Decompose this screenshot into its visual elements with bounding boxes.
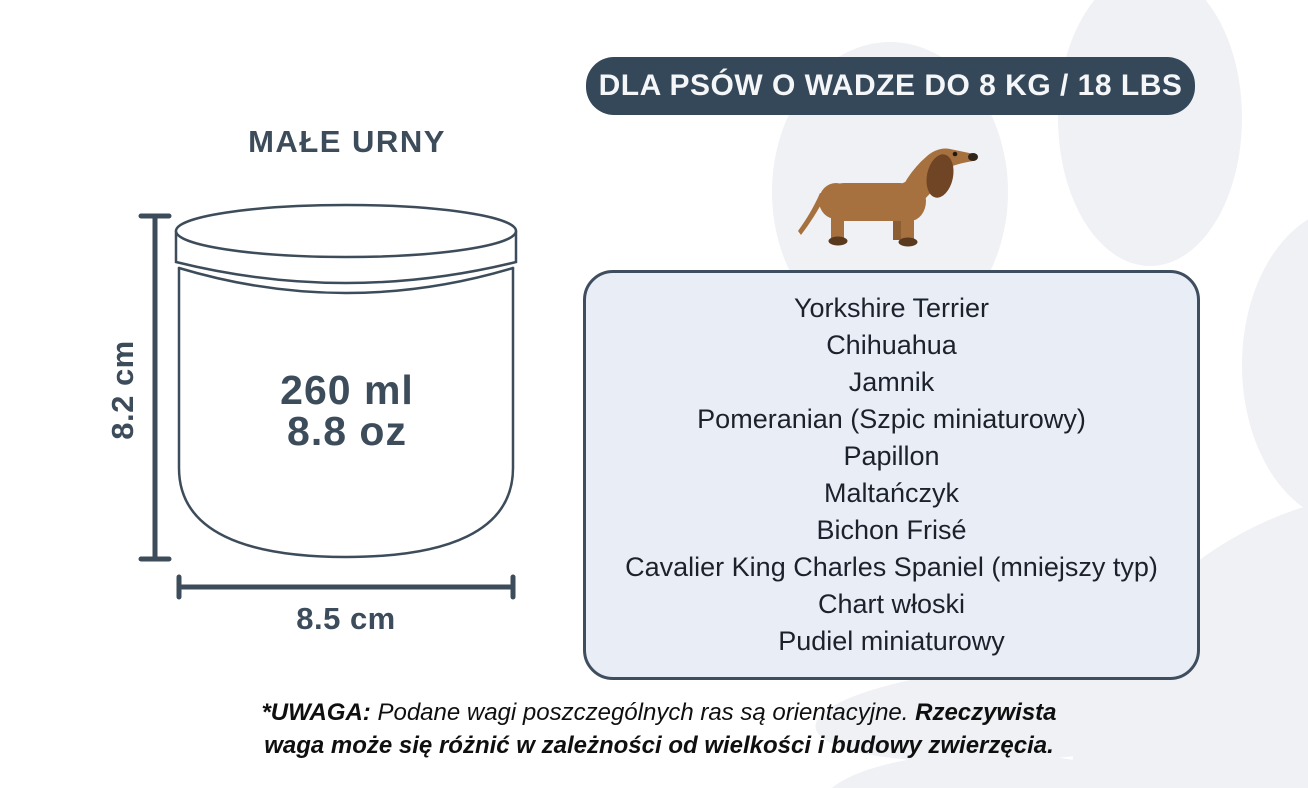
breed-item: Bichon Frisé: [816, 515, 967, 545]
breed-item: Papillon: [843, 441, 940, 471]
note-bold-text: Rzeczywista waga może się różnić w zależ…: [264, 699, 1057, 759]
capacity-oz: 8.8 oz: [287, 408, 407, 454]
capacity-ml: 260 ml: [280, 367, 414, 413]
urn-lid-top: [174, 203, 518, 259]
breed-item: Pomeranian (Szpic miniaturowy): [697, 404, 1086, 434]
breed-item: Yorkshire Terrier: [793, 293, 990, 323]
paw-toe-icon: [1058, 0, 1242, 266]
breed-list-box: Yorkshire Terrier Chihuahua Jamnik Pomer…: [583, 270, 1200, 680]
weight-class-badge: DLA PSÓW O WADZE DO 8 KG / 18 LBS: [586, 57, 1195, 115]
note-regular-text: Podane wagi poszczególnych ras są orient…: [370, 699, 916, 726]
width-dimension-label: 8.5 cm: [296, 601, 396, 636]
weight-class-label: DLA PSÓW O WADZE DO 8 KG / 18 LBS: [598, 69, 1183, 102]
breed-item: Chart włoski: [817, 589, 966, 619]
dachshund-icon: [798, 148, 978, 247]
breed-item: Cavalier King Charles Spaniel (mniejszy …: [625, 552, 1158, 582]
breed-item: Maltańczyk: [823, 478, 960, 508]
breed-item: Jamnik: [848, 367, 935, 397]
urn-capacity: 260 ml 8.8 oz: [177, 370, 517, 452]
urn-body-outline: [177, 266, 515, 559]
paw-pad-icon: [1070, 492, 1308, 788]
breed-list: Yorkshire Terrier Chihuahua Jamnik Pomer…: [625, 290, 1158, 660]
disclaimer-note: *UWAGA: Podane wagi poszczególnych ras s…: [244, 696, 1074, 762]
breed-item: Chihuahua: [826, 330, 957, 360]
breed-item: Pudiel miniaturowy: [778, 626, 1005, 656]
paw-toe-icon: [1242, 219, 1308, 511]
height-dimension-label: 8.2 cm: [105, 340, 140, 440]
note-prefix: *UWAGA:: [261, 699, 371, 726]
paw-pad-icon: [831, 753, 1149, 788]
urn-section-title: MAŁE URNY: [248, 124, 446, 159]
urn-diagram: [138, 203, 518, 600]
